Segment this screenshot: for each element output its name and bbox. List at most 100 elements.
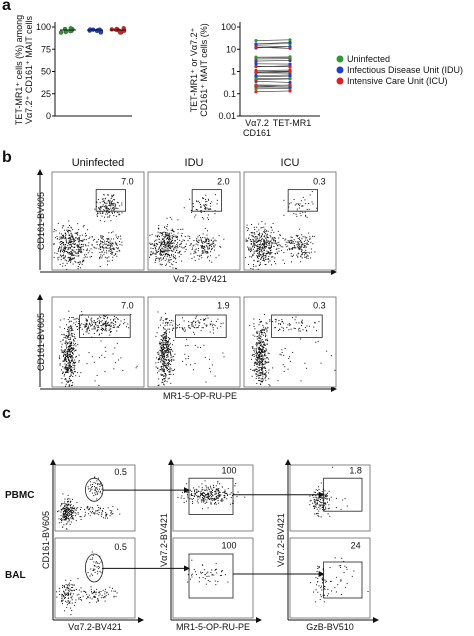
dot (173, 234, 175, 236)
dot (190, 322, 192, 324)
dot (165, 364, 167, 366)
dot (288, 247, 290, 249)
dot (203, 491, 205, 493)
dot (207, 494, 209, 496)
legend-label: Uninfected (347, 54, 390, 64)
dot (249, 248, 251, 250)
dot (165, 332, 167, 334)
dot (94, 488, 96, 490)
dot (266, 235, 268, 237)
gate-value: 1.8 (349, 466, 362, 476)
dot (304, 246, 306, 248)
dot (317, 512, 319, 514)
dot (113, 208, 115, 210)
dot (194, 260, 196, 262)
dot (98, 591, 100, 593)
dot (102, 238, 104, 240)
dot (70, 330, 72, 332)
dot (69, 354, 71, 356)
dot (210, 255, 212, 257)
dot (269, 385, 271, 387)
dot (200, 319, 202, 321)
dot (109, 515, 111, 517)
dot (300, 240, 302, 242)
dot (100, 482, 102, 484)
dot (221, 569, 223, 571)
dot (161, 349, 163, 351)
dot (80, 250, 82, 252)
dot (120, 357, 122, 359)
dot (91, 598, 93, 600)
dot (298, 247, 300, 249)
dot (104, 220, 106, 222)
dot (73, 254, 75, 256)
panel-label: c (2, 405, 11, 422)
dot (213, 246, 215, 248)
dot (291, 242, 293, 244)
dot (256, 382, 258, 384)
dot (262, 375, 264, 377)
dot (331, 466, 333, 468)
dot (69, 380, 71, 382)
dot (261, 330, 263, 332)
dot (65, 584, 67, 586)
dot (92, 574, 94, 576)
dot (67, 594, 69, 596)
dot (203, 500, 205, 502)
dot (181, 235, 183, 237)
dot (264, 351, 266, 353)
dot (297, 245, 299, 247)
dot (64, 508, 66, 510)
dot (76, 507, 78, 509)
dot (256, 338, 258, 340)
dot (80, 243, 82, 245)
dot (95, 593, 97, 595)
dot (104, 517, 106, 519)
dot (89, 490, 91, 492)
dot (304, 254, 306, 256)
dot (265, 360, 267, 362)
dot (156, 352, 158, 354)
dot (163, 231, 165, 233)
dot (163, 333, 165, 335)
dot (266, 357, 268, 359)
dot (67, 260, 69, 262)
dot (317, 581, 319, 583)
dot (165, 343, 167, 345)
dot (110, 246, 112, 248)
dot (65, 515, 67, 517)
dot (187, 344, 189, 346)
dot (161, 235, 163, 237)
dot (282, 237, 284, 239)
dot (207, 248, 209, 250)
dot (181, 260, 183, 262)
dot (179, 245, 181, 247)
dot (260, 378, 262, 380)
dot (265, 264, 267, 266)
dot (258, 246, 260, 248)
dot (288, 323, 290, 325)
dot (65, 359, 67, 361)
dot (75, 599, 77, 601)
dot (266, 371, 268, 373)
dot (67, 368, 69, 370)
dot (72, 593, 74, 595)
dot (165, 319, 167, 321)
dot (168, 235, 170, 237)
dot (206, 496, 208, 498)
dot (65, 236, 67, 238)
dot (70, 243, 72, 245)
dot (70, 362, 72, 364)
dot (82, 245, 84, 247)
dot (192, 247, 194, 249)
dot (294, 328, 296, 330)
dot (114, 203, 116, 205)
dot (71, 326, 73, 328)
dot (79, 267, 81, 269)
dot (164, 236, 166, 238)
dot (73, 371, 75, 373)
dot (325, 494, 327, 496)
dot (229, 493, 231, 495)
dot (64, 586, 66, 588)
dot (68, 329, 70, 331)
